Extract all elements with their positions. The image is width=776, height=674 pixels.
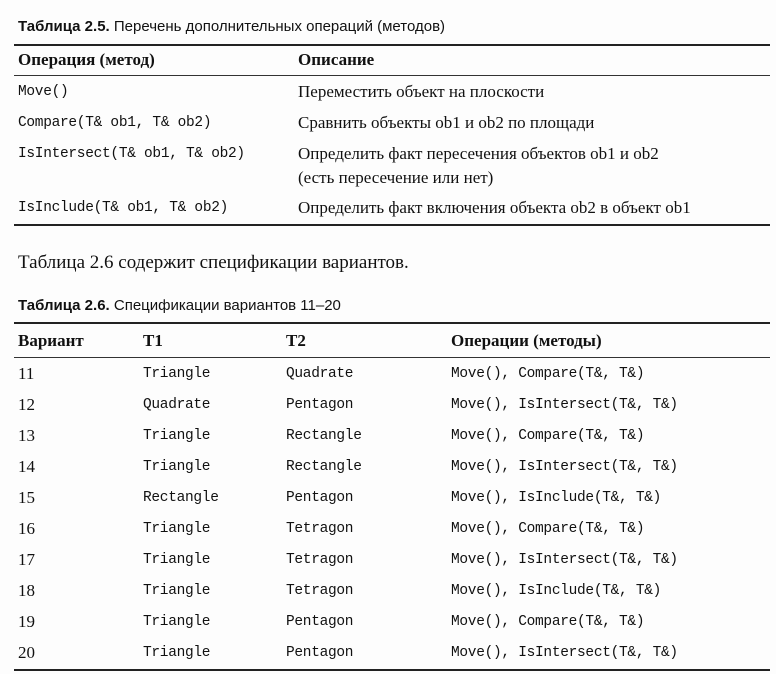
variant-cell: 13 [18,426,35,445]
operations-cell: Move(), IsInclude(T&, T&) [451,583,662,599]
t2-cell: Tetragon [286,583,354,599]
description-cell: (есть пересечение или нет) [298,168,494,187]
variant-cell: 20 [18,643,35,662]
t1-cell: Triangle [143,645,211,661]
description-cell: Переместить объект на плоскости [298,82,545,101]
caption-text: Перечень дополнительных операций (методо… [109,18,446,35]
t1-cell: Triangle [143,366,211,382]
variant-cell: 11 [18,364,35,383]
operations-cell: Move(), IsIntersect(T&, T&) [451,459,678,475]
header-rule [14,75,770,76]
t2-cell: Pentagon [286,490,354,506]
variant-cell: 16 [18,519,35,538]
caption-label: Таблица 2.6. [18,297,110,314]
caption-label: Таблица 2.5. [18,18,110,35]
table-2-6-caption: Таблица 2.6. Спецификации вариантов 11–2… [18,297,341,314]
t2-cell: Pentagon [286,397,354,413]
t2-cell: Tetragon [286,552,354,568]
t1-cell: Triangle [143,552,211,568]
header-rule [14,357,770,358]
operation-cell: Compare(T& ob1, T& ob2) [18,115,212,131]
t2-cell: Quadrate [286,366,354,382]
operations-cell: Move(), Compare(T&, T&) [451,366,645,382]
variant-cell: 15 [18,488,35,507]
header-description: Описание [298,50,375,69]
table-2-5-caption: Таблица 2.5. Перечень дополнительных опе… [18,18,445,35]
variant-cell: 17 [18,550,35,569]
variant-cell: 14 [18,457,35,476]
operation-cell: IsInclude(T& ob1, T& ob2) [18,200,229,216]
description-cell: Определить факт пересечения объектов ob1… [298,144,659,163]
table-top-rule [14,322,770,324]
variant-cell: 19 [18,612,35,631]
operations-cell: Move(), IsIntersect(T&, T&) [451,552,678,568]
t2-cell: Tetragon [286,521,354,537]
variant-cell: 18 [18,581,35,600]
t1-cell: Rectangle [143,490,219,506]
header-t1: T1 [143,331,163,350]
t1-cell: Triangle [143,428,211,444]
t1-cell: Triangle [143,459,211,475]
t2-cell: Pentagon [286,614,354,630]
t2-cell: Rectangle [286,428,362,444]
table-top-rule [14,44,770,46]
t1-cell: Quadrate [143,397,211,413]
operation-cell: Move() [18,84,69,100]
t2-cell: Rectangle [286,459,362,475]
operations-cell: Move(), Compare(T&, T&) [451,521,645,537]
paragraph: Таблица 2.6 содержит спецификации вариан… [18,252,409,273]
table-bottom-rule [14,669,770,671]
t2-cell: Pentagon [286,645,354,661]
operations-cell: Move(), Compare(T&, T&) [451,428,645,444]
operations-cell: Move(), IsIntersect(T&, T&) [451,397,678,413]
description-cell: Сравнить объекты ob1 и ob2 по площади [298,113,595,132]
t1-cell: Triangle [143,583,211,599]
caption-text: Спецификации вариантов 11–20 [109,297,341,314]
header-operations: Операции (методы) [451,331,602,350]
variant-cell: 12 [18,395,35,414]
header-variant: Вариант [18,331,84,350]
t1-cell: Triangle [143,521,211,537]
header-t2: T2 [286,331,306,350]
t1-cell: Triangle [143,614,211,630]
operation-cell: IsIntersect(T& ob1, T& ob2) [18,146,245,162]
header-operation: Операция (метод) [18,50,155,69]
operations-cell: Move(), IsIntersect(T&, T&) [451,645,678,661]
table-bottom-rule [14,224,770,226]
operations-cell: Move(), Compare(T&, T&) [451,614,645,630]
operations-cell: Move(), IsInclude(T&, T&) [451,490,662,506]
description-cell: Определить факт включения объекта ob2 в … [298,198,691,217]
